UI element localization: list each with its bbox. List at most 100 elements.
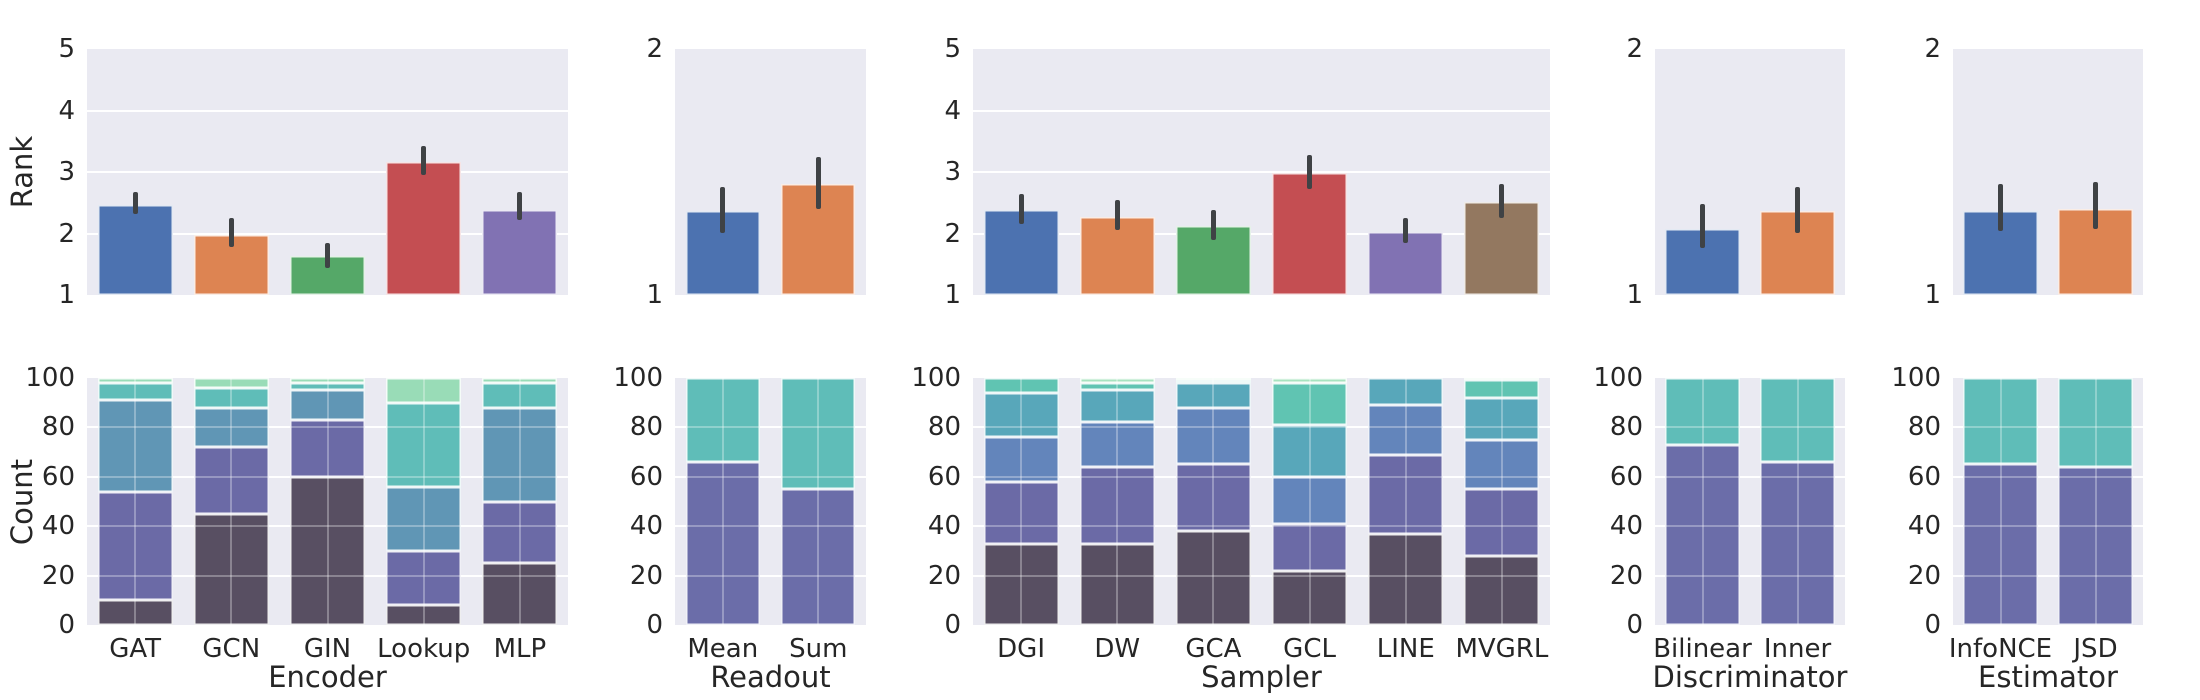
count-segment-sum-rank1 bbox=[781, 489, 856, 625]
count-segment-dw-rank1 bbox=[1079, 543, 1155, 625]
gridline bbox=[1953, 525, 2143, 528]
gridline bbox=[1655, 574, 1845, 577]
count-segment-gin-rank2 bbox=[289, 420, 365, 477]
count-segment-line-rank4 bbox=[1368, 378, 1444, 406]
panel-encoder-rank-axes bbox=[87, 49, 568, 295]
panel-sampler-rank-axes bbox=[973, 49, 1550, 295]
y-tick-label-rank-discriminator: 1 bbox=[1626, 280, 1643, 310]
gridline bbox=[87, 171, 568, 173]
count-segment-gca-rank5 bbox=[1175, 380, 1251, 383]
axis-title-sampler: Sampler bbox=[1201, 660, 1322, 694]
gridline bbox=[973, 232, 1550, 235]
gridline bbox=[973, 426, 1550, 429]
gridline bbox=[1655, 475, 1845, 478]
error-bar-gcn bbox=[228, 218, 234, 248]
x-tick-label-inner: Inner bbox=[1763, 634, 1832, 664]
count-segment-gca-rank1 bbox=[1175, 531, 1251, 625]
x-tick-label-gcl: GCL bbox=[1283, 634, 1336, 664]
count-segment-mlp-rank3 bbox=[482, 407, 558, 502]
gridline bbox=[675, 574, 866, 577]
count-segment-mean-rank1 bbox=[685, 461, 760, 625]
count-segment-line-rank2 bbox=[1368, 454, 1444, 534]
y-tick-label-count-sampler: 20 bbox=[927, 560, 961, 591]
y-tick-label-rank-readout: 2 bbox=[646, 34, 663, 64]
y-tick-label-rank-encoder: 5 bbox=[58, 34, 75, 64]
count-segment-lookup-rank2 bbox=[386, 550, 462, 606]
count-segment-dgi-rank2 bbox=[983, 481, 1059, 544]
y-tick-label-rank-sampler: 4 bbox=[944, 95, 961, 126]
y-tick-label-rank-encoder: 4 bbox=[58, 95, 75, 126]
count-segment-mvgrl-rank5 bbox=[1464, 380, 1540, 398]
y-tick-label-rank-estimator: 2 bbox=[1924, 34, 1941, 64]
y-tick-label-count-discriminator: 0 bbox=[1626, 610, 1643, 640]
error-bar-mean bbox=[720, 186, 726, 234]
panel-discriminator-rank-axes bbox=[1655, 49, 1845, 295]
y-tick-label-count-sampler: 100 bbox=[911, 363, 961, 393]
y-tick-label-rank-encoder: 2 bbox=[58, 218, 75, 249]
count-segment-gat-rank4 bbox=[97, 382, 173, 401]
gridline bbox=[1953, 475, 2143, 478]
count-segment-inner-rank1 bbox=[1760, 461, 1835, 625]
y-tick-label-rank-estimator: 1 bbox=[1924, 280, 1941, 310]
gridline bbox=[422, 378, 425, 625]
y-tick-label-count-estimator: 80 bbox=[1907, 412, 1941, 443]
count-segment-gcn-rank2 bbox=[193, 447, 269, 514]
count-segment-gin-rank4 bbox=[289, 382, 365, 391]
gridline bbox=[675, 426, 866, 429]
gridline bbox=[1796, 378, 1799, 625]
count-segment-sum-rank2 bbox=[781, 378, 856, 490]
y-tick-label-count-estimator: 40 bbox=[1907, 511, 1941, 542]
count-segment-mlp-rank2 bbox=[482, 501, 558, 564]
count-segment-lookup-rank4 bbox=[386, 402, 462, 487]
rank-bar-lookup bbox=[386, 162, 462, 295]
error-bar-gcl bbox=[1307, 154, 1313, 190]
count-segment-gcn-rank5 bbox=[193, 378, 269, 388]
x-tick-label-dw: DW bbox=[1094, 634, 1141, 664]
count-segment-infonce-rank2 bbox=[1963, 378, 2038, 465]
y-tick-label-count-discriminator: 60 bbox=[1609, 461, 1643, 492]
gridline bbox=[973, 171, 1550, 173]
count-segment-mvgrl-rank2 bbox=[1464, 489, 1540, 556]
gridline bbox=[675, 525, 866, 528]
gridline bbox=[87, 525, 568, 528]
axis-title-readout: Readout bbox=[710, 660, 831, 694]
gridline bbox=[1953, 574, 2143, 577]
axis-title-estimator: Estimator bbox=[1978, 660, 2118, 694]
x-tick-label-mvgrl: MVGRL bbox=[1455, 634, 1549, 664]
count-segment-gcn-rank4 bbox=[193, 387, 269, 408]
count-segment-dw-rank6 bbox=[1079, 378, 1155, 383]
count-segment-dw-rank2 bbox=[1079, 466, 1155, 544]
rank-bar-mlp bbox=[482, 209, 558, 295]
count-segment-dw-rank4 bbox=[1079, 390, 1155, 423]
count-segment-gca-rank4 bbox=[1175, 382, 1251, 408]
gridline bbox=[1655, 426, 1845, 429]
y-tick-label-rank-sampler: 3 bbox=[944, 157, 961, 187]
gridline bbox=[1953, 574, 2143, 577]
gridline bbox=[1953, 525, 2143, 528]
count-segment-line-rank3 bbox=[1368, 405, 1444, 455]
count-segment-gcn-rank3 bbox=[193, 407, 269, 448]
count-segment-bilinear-rank1 bbox=[1665, 444, 1740, 625]
count-segment-inner-rank2 bbox=[1760, 378, 1835, 462]
x-tick-label-mean: Mean bbox=[687, 634, 759, 664]
count-segment-gin-rank3 bbox=[289, 390, 365, 420]
y-tick-label-rank-sampler: 2 bbox=[944, 218, 961, 249]
count-segment-dgi-rank4 bbox=[983, 392, 1059, 438]
count-segment-lookup-rank3 bbox=[386, 486, 462, 551]
y-tick-label-count-encoder: 100 bbox=[25, 363, 75, 393]
gridline bbox=[973, 475, 1550, 478]
x-tick-label-gat: GAT bbox=[109, 634, 161, 664]
count-segment-gcn-rank1 bbox=[193, 513, 269, 625]
error-bar-lookup bbox=[421, 145, 427, 176]
x-tick-label-bilinear: Bilinear bbox=[1653, 634, 1752, 664]
count-segment-gcl-rank5 bbox=[1272, 382, 1348, 425]
count-segment-line-rank1 bbox=[1368, 533, 1444, 625]
count-segment-gca-rank2 bbox=[1175, 464, 1251, 532]
y-tick-label-count-discriminator: 100 bbox=[1593, 363, 1643, 393]
error-bar-sum bbox=[815, 157, 821, 209]
count-segment-gcl-rank4 bbox=[1272, 424, 1348, 477]
count-segment-gcl-rank1 bbox=[1272, 570, 1348, 625]
y-tick-label-count-readout: 20 bbox=[629, 560, 663, 591]
gridline bbox=[675, 475, 866, 478]
error-bar-mvgrl bbox=[1499, 184, 1505, 219]
